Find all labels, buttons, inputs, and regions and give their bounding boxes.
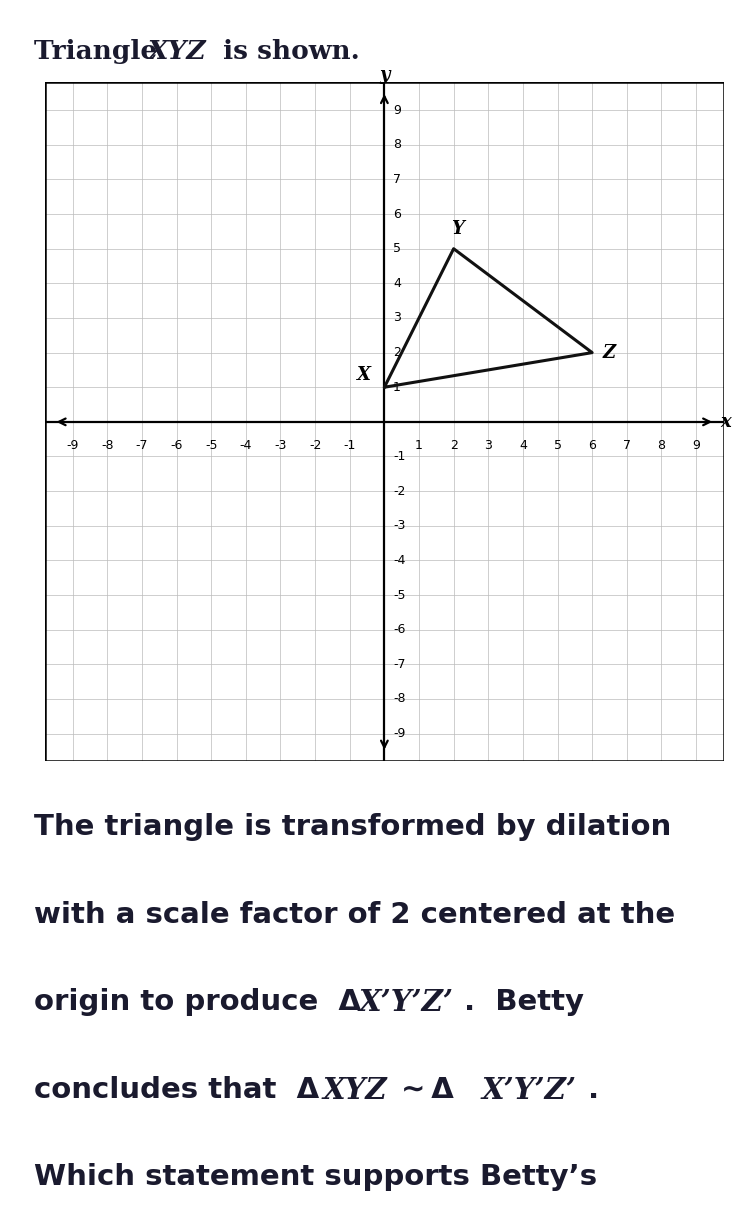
Text: y: y [380, 67, 390, 84]
Text: 3: 3 [484, 439, 492, 452]
Text: -5: -5 [393, 589, 406, 601]
Text: Which statement supports Betty’s: Which statement supports Betty’s [34, 1163, 597, 1191]
Text: 7: 7 [622, 439, 631, 452]
Text: 5: 5 [554, 439, 562, 452]
Text: concludes that  Δ: concludes that Δ [34, 1076, 319, 1104]
Text: -4: -4 [240, 439, 252, 452]
Text: -1: -1 [393, 450, 406, 463]
Text: -5: -5 [205, 439, 218, 452]
Text: -8: -8 [393, 692, 406, 705]
Text: Y: Y [451, 220, 464, 238]
Text: X’Y’Z’: X’Y’Z’ [358, 988, 454, 1017]
Text: 3: 3 [393, 312, 401, 324]
Text: origin to produce  Δ: origin to produce Δ [34, 988, 367, 1016]
Text: XYZ: XYZ [322, 1076, 387, 1105]
Text: 6: 6 [393, 208, 401, 221]
Text: 8: 8 [658, 439, 665, 452]
Text: X: X [356, 365, 370, 384]
Text: 2: 2 [393, 346, 401, 359]
Text: is shown.: is shown. [214, 39, 359, 64]
Text: X’Y’Z’: X’Y’Z’ [482, 1076, 577, 1105]
Text: -8: -8 [101, 439, 113, 452]
Text: Triangle: Triangle [34, 39, 166, 64]
Text: The triangle is transformed by dilation: The triangle is transformed by dilation [34, 813, 671, 841]
Text: 1: 1 [393, 381, 401, 393]
Text: ∼ Δ: ∼ Δ [401, 1076, 460, 1104]
Text: 2: 2 [450, 439, 458, 452]
Text: 4: 4 [393, 277, 401, 290]
Text: 9: 9 [393, 103, 401, 117]
Text: -6: -6 [170, 439, 183, 452]
Text: -6: -6 [393, 623, 406, 636]
Text: 5: 5 [393, 243, 401, 255]
Text: x: x [720, 413, 731, 431]
Text: .: . [588, 1076, 599, 1104]
Text: .  Betty: . Betty [464, 988, 584, 1016]
Text: 7: 7 [393, 172, 401, 186]
Text: -2: -2 [393, 484, 406, 498]
Text: XYZ: XYZ [148, 39, 206, 64]
Text: Z: Z [602, 344, 616, 362]
Text: 4: 4 [519, 439, 526, 452]
Text: -7: -7 [136, 439, 148, 452]
Text: -1: -1 [344, 439, 356, 452]
Text: with a scale factor of 2 centered at the: with a scale factor of 2 centered at the [34, 901, 675, 929]
Text: -9: -9 [67, 439, 79, 452]
Text: -9: -9 [393, 727, 406, 741]
Text: 9: 9 [692, 439, 700, 452]
Text: -4: -4 [393, 554, 406, 567]
Text: 1: 1 [415, 439, 423, 452]
Text: 8: 8 [393, 138, 401, 152]
Text: -3: -3 [274, 439, 286, 452]
Text: -7: -7 [393, 658, 406, 671]
Text: -2: -2 [309, 439, 321, 452]
Text: 6: 6 [588, 439, 596, 452]
Text: -3: -3 [393, 520, 406, 532]
